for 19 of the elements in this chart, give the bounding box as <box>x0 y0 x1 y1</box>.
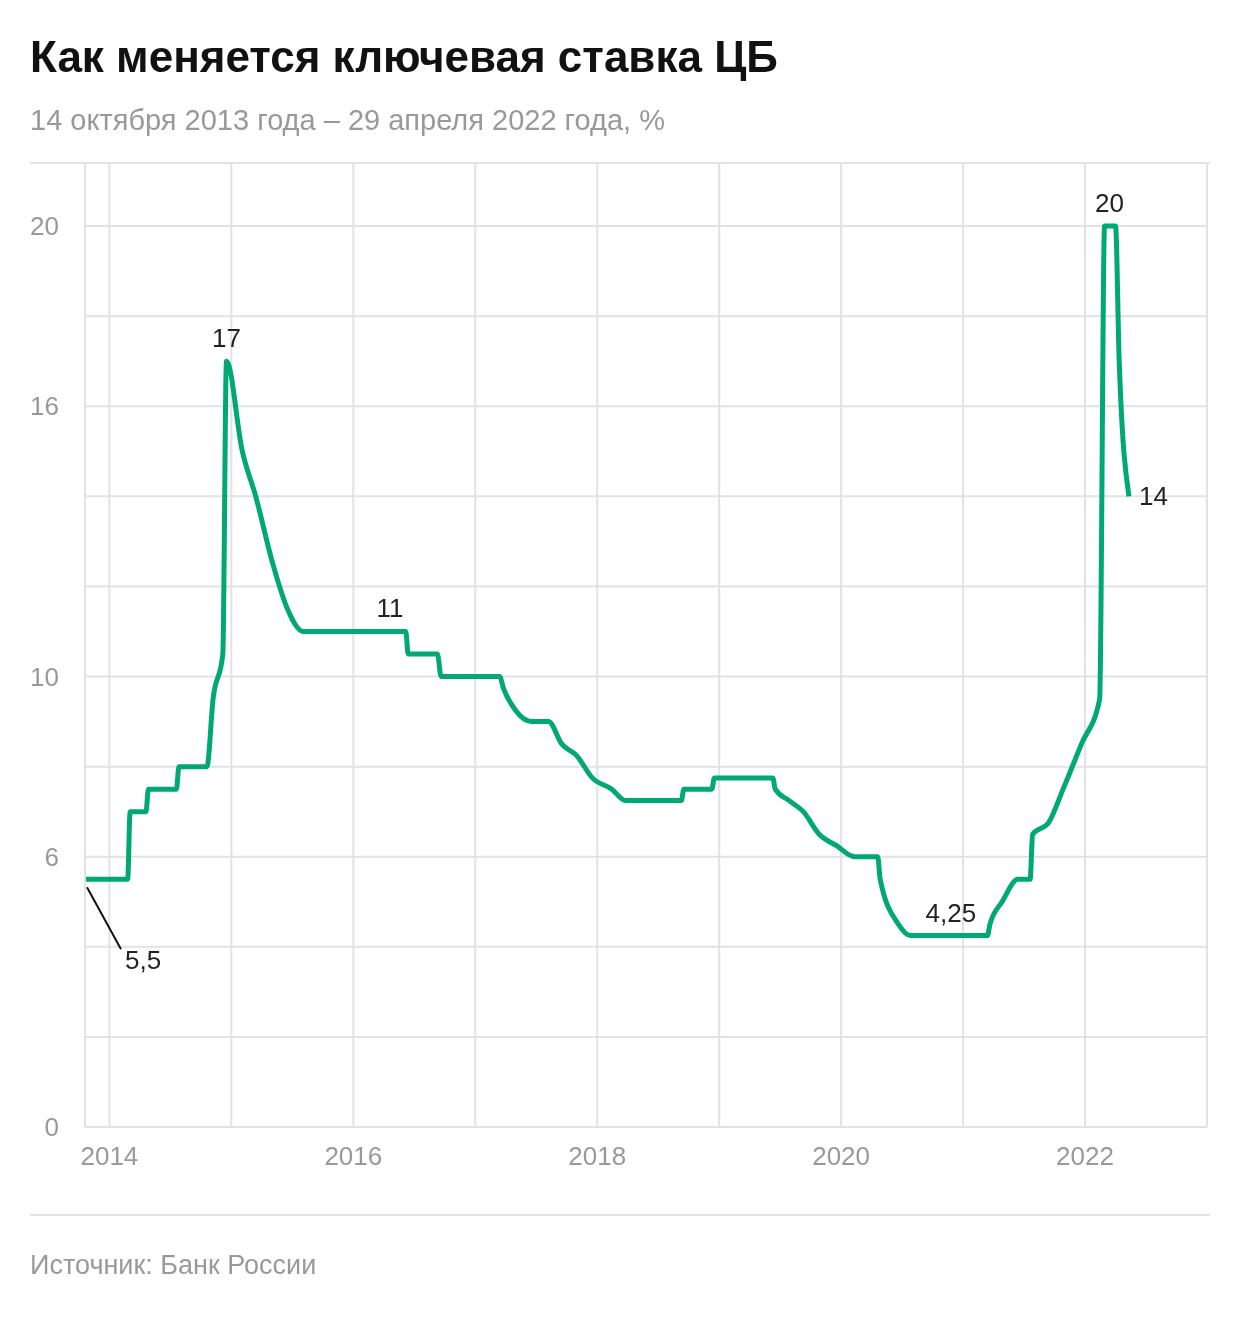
y-tick-label: 10 <box>30 661 59 692</box>
annotation: 14 <box>1138 481 1168 512</box>
text: Источник: Банк России <box>30 1250 317 1281</box>
annotation: 11 <box>376 593 404 624</box>
y-tick-label: 16 <box>30 391 59 422</box>
y-tick-label: 20 <box>30 211 59 242</box>
x-tick-label: 2022 <box>1056 1141 1114 1172</box>
x-tick-label: 2016 <box>324 1141 383 1172</box>
x-tick-label: 2020 <box>812 1141 871 1172</box>
x-tick-label: 2014 <box>80 1141 139 1172</box>
y-tick-label: 0 <box>44 1112 59 1143</box>
annotation: 5,5 <box>125 945 162 976</box>
chart-title: Как меняется ключевая ставка ЦБ <box>30 32 778 82</box>
annotation: 20 <box>1094 188 1124 219</box>
y-tick-label: 6 <box>44 841 59 872</box>
x-tick-label: 2018 <box>568 1141 627 1172</box>
annotation: 4,25 <box>925 897 977 928</box>
annotation: 17 <box>212 323 241 354</box>
chart-subtitle: 14 октября 2013 года – 29 апреля 2022 года, % <box>30 104 665 137</box>
